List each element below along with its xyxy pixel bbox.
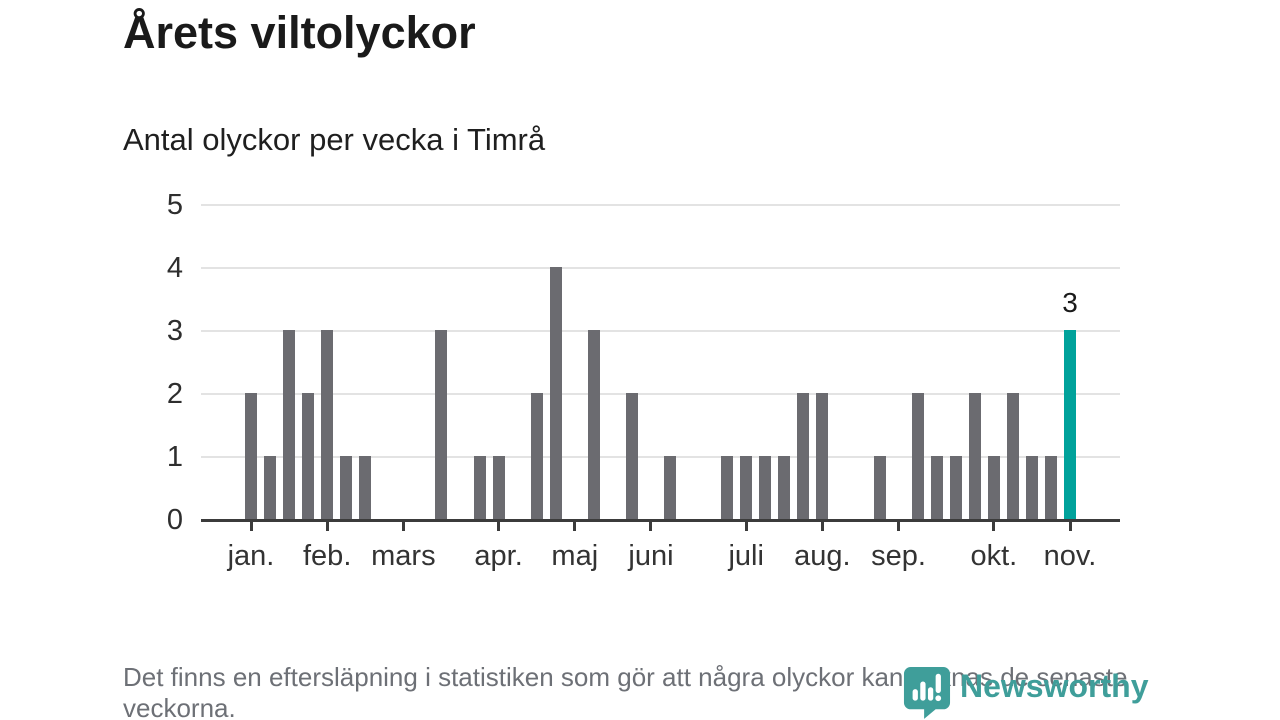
newsworthy-wordmark: Newsworthy bbox=[960, 668, 1149, 704]
bar bbox=[778, 456, 791, 519]
bar bbox=[530, 393, 543, 519]
bar bbox=[264, 456, 277, 519]
weekly-accidents-bar-chart: 0 1 2 3 4 5 3 jan. feb. mars apr. maj juni juli aug. se… bbox=[167, 190, 1120, 572]
footnote: Det finns en eftersläpning i statistiken… bbox=[123, 662, 1128, 720]
x-axis-label: feb. bbox=[303, 540, 352, 572]
x-axis-tick bbox=[1068, 522, 1072, 531]
x-axis-label: jan. bbox=[227, 540, 275, 572]
gridline bbox=[201, 393, 1120, 395]
y-axis-label: 1 bbox=[166, 441, 183, 473]
page-title: Årets viltolyckor bbox=[123, 7, 476, 58]
x-axis-line bbox=[201, 519, 1120, 522]
bar bbox=[435, 330, 448, 519]
x-axis-label: aug. bbox=[794, 540, 851, 572]
x-axis-label: okt. bbox=[970, 540, 1018, 572]
gridline bbox=[201, 330, 1120, 332]
x-axis-label: mars bbox=[371, 540, 436, 572]
x-axis-label: apr. bbox=[474, 540, 523, 572]
bar bbox=[987, 456, 1000, 519]
y-axis-label: 0 bbox=[166, 504, 183, 536]
bar bbox=[911, 393, 924, 519]
bar bbox=[340, 456, 353, 519]
x-axis-tick bbox=[897, 522, 901, 531]
gridline bbox=[201, 267, 1120, 269]
bar bbox=[302, 393, 315, 519]
bar bbox=[245, 393, 257, 519]
x-axis-tick bbox=[744, 522, 748, 531]
bar bbox=[721, 456, 734, 519]
chart-subtitle: Antal olyckor per vecka i Timrå bbox=[123, 122, 546, 157]
x-axis-tick bbox=[573, 522, 577, 531]
bar bbox=[797, 393, 810, 519]
x-axis-tick bbox=[649, 522, 653, 531]
bar bbox=[1044, 456, 1057, 519]
bar bbox=[359, 456, 372, 519]
bar bbox=[1025, 456, 1038, 519]
bar bbox=[321, 330, 334, 519]
x-axis-label: juni bbox=[628, 540, 674, 572]
bar bbox=[816, 393, 829, 519]
y-axis-label: 4 bbox=[166, 252, 183, 284]
x-axis-tick bbox=[249, 522, 253, 531]
x-axis-label: maj bbox=[551, 540, 599, 572]
highlight-bar bbox=[1064, 330, 1077, 519]
bar bbox=[949, 456, 962, 519]
x-axis-tick bbox=[325, 522, 329, 531]
bar bbox=[625, 393, 638, 519]
y-axis-label: 2 bbox=[166, 378, 183, 410]
bar bbox=[492, 456, 505, 519]
x-axis-label: juli bbox=[728, 540, 764, 572]
gridline bbox=[201, 456, 1120, 458]
x-axis-tick bbox=[497, 522, 501, 531]
bar bbox=[473, 456, 486, 519]
bar bbox=[1006, 393, 1019, 519]
bar-value-label: 3 bbox=[1062, 287, 1078, 318]
gridline bbox=[201, 204, 1120, 206]
bar bbox=[873, 456, 886, 519]
x-axis-tick bbox=[820, 522, 824, 531]
bar bbox=[664, 456, 677, 519]
x-axis-label: sep. bbox=[871, 540, 926, 572]
bar bbox=[283, 330, 296, 519]
bar bbox=[968, 393, 981, 519]
newsworthy-icon bbox=[903, 667, 951, 719]
bar bbox=[740, 456, 753, 519]
x-axis-tick bbox=[401, 522, 405, 531]
y-axis-label: 3 bbox=[166, 315, 183, 347]
bar bbox=[930, 456, 943, 519]
x-axis-tick bbox=[992, 522, 996, 531]
bar bbox=[549, 267, 562, 519]
bar bbox=[587, 330, 600, 519]
x-axis-label: nov. bbox=[1043, 540, 1097, 572]
bar bbox=[759, 456, 772, 519]
newsworthy-logo: Newsworthy bbox=[903, 666, 1148, 719]
y-axis-label: 5 bbox=[166, 189, 183, 221]
